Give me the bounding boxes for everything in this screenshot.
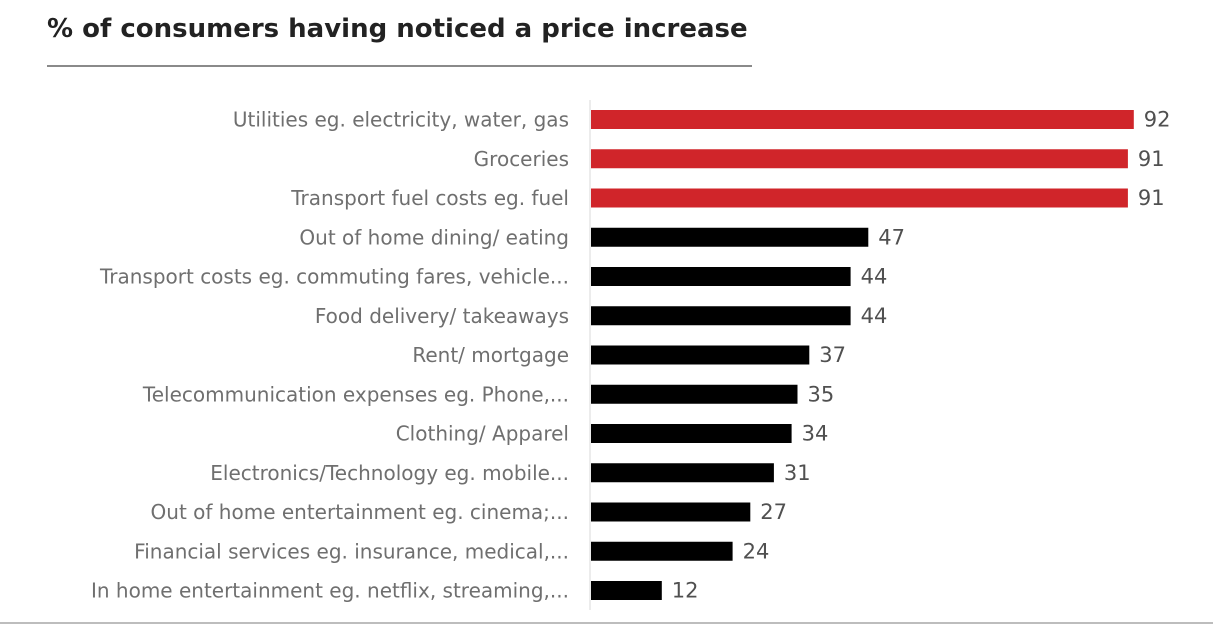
value-label: 12	[672, 579, 699, 603]
value-label: 44	[861, 265, 888, 289]
category-label: Utilities eg. electricity, water, gas	[233, 108, 569, 132]
bar	[591, 306, 851, 326]
title-underline	[47, 65, 752, 67]
category-label: Clothing/ Apparel	[396, 422, 569, 446]
value-label: 44	[861, 304, 888, 328]
bar	[591, 149, 1128, 169]
category-label: Out of home dining/ eating	[299, 225, 569, 249]
bar	[591, 267, 851, 286]
bar	[591, 581, 662, 600]
bar	[591, 227, 869, 247]
value-label: 35	[808, 382, 835, 406]
category-label: Transport costs eg. commuting fares, veh…	[99, 265, 569, 289]
value-label: 91	[1138, 147, 1165, 171]
category-label: Financial services eg. insurance, medica…	[134, 539, 569, 563]
value-label: 34	[802, 422, 829, 446]
category-label: Food delivery/ takeaways	[315, 304, 569, 328]
category-label: In home entertainment eg. netflix, strea…	[91, 579, 569, 603]
bar	[591, 502, 751, 522]
bar	[591, 345, 810, 365]
category-label: Transport fuel costs eg. fuel	[290, 186, 569, 210]
value-label: 91	[1138, 186, 1165, 210]
bars-group: Utilities eg. electricity, water, gas 92 G…	[91, 108, 1171, 603]
bar	[591, 384, 798, 404]
bar	[591, 463, 774, 483]
bar	[591, 110, 1134, 129]
value-label: 37	[819, 343, 846, 367]
value-label: 47	[878, 225, 905, 249]
bar	[591, 541, 733, 561]
value-label: 24	[743, 539, 770, 563]
bar	[591, 424, 792, 443]
category-label: Electronics/Technology eg. mobile...	[210, 461, 569, 485]
value-label: 31	[784, 461, 811, 485]
chart-title: % of consumers having noticed a price in…	[47, 14, 748, 44]
category-label: Telecommunication expenses eg. Phone,...	[142, 382, 569, 406]
category-label: Rent/ mortgage	[412, 343, 569, 367]
value-label: 92	[1144, 108, 1171, 132]
bottom-border	[0, 622, 1213, 624]
bar	[591, 188, 1128, 208]
category-label: Groceries	[474, 147, 569, 171]
value-label: 27	[760, 500, 787, 524]
category-label: Out of home entertainment eg. cinema;...	[151, 500, 569, 524]
